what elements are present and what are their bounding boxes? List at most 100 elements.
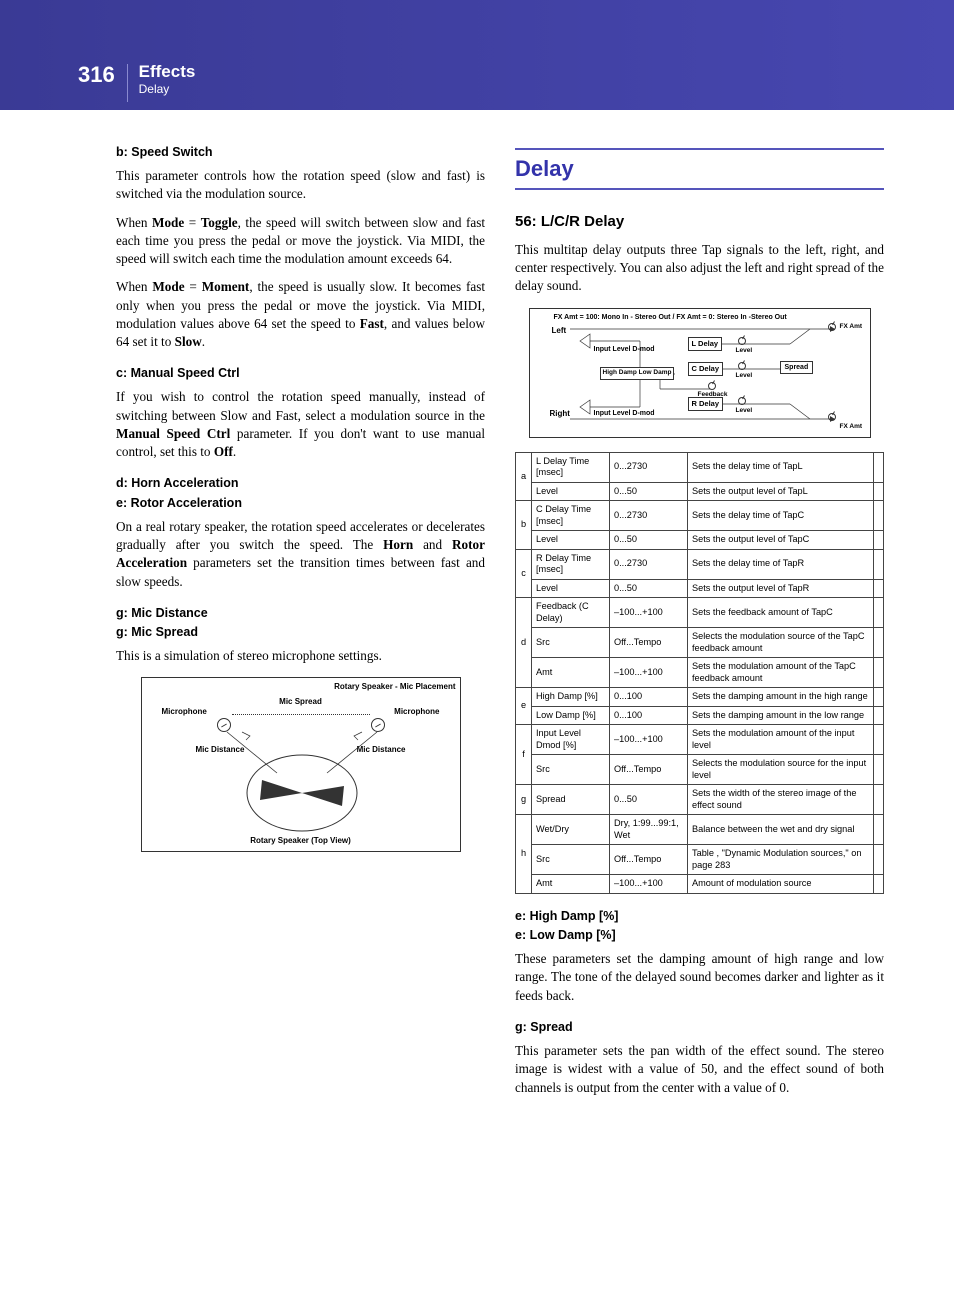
param-name-cell: Level [532, 579, 610, 598]
diagram-lcr-delay: FX Amt = 100: Mono In - Stereo Out / FX … [529, 308, 871, 438]
parameter-table: aL Delay Time [msec]0...2730Sets the del… [515, 452, 884, 894]
para-mode-toggle: When Mode = Toggle, the speed will switc… [116, 214, 485, 269]
table-row: Level0...50Sets the output level of TapC [516, 531, 884, 550]
table-row: eHigh Damp [%]0...100Sets the damping am… [516, 688, 884, 707]
param-desc-cell: Sets the damping amount in the low range [688, 706, 874, 725]
group-cell: h [516, 815, 532, 894]
param-range-cell: 0...50 [610, 482, 688, 501]
knob-fxamt-top [828, 323, 836, 331]
group-cell: c [516, 549, 532, 598]
param-extra-cell [874, 688, 884, 707]
param-extra-cell [874, 725, 884, 755]
heading-speed-switch: b: Speed Switch [116, 144, 485, 161]
group-cell: a [516, 452, 532, 501]
para-acceleration: On a real rotary speaker, the rotation s… [116, 518, 485, 591]
label-c-level: Level [736, 372, 753, 381]
param-desc-cell: Amount of modulation source [688, 875, 874, 894]
box-highdamp-lowdamp: High Damp Low Damp [600, 367, 675, 380]
content-area: b: Speed Switch This parameter controls … [0, 110, 954, 1147]
param-range-cell: –100...+100 [610, 875, 688, 894]
param-desc-cell: Sets the output level of TapL [688, 482, 874, 501]
table-row: Amt–100...+100Sets the modulation amount… [516, 658, 884, 688]
param-range-cell: 0...2730 [610, 549, 688, 579]
param-name-cell: Src [532, 755, 610, 785]
text-bold: Slow [175, 334, 202, 349]
table-row: Level0...50Sets the output level of TapR [516, 579, 884, 598]
param-desc-cell: Sets the delay time of TapL [688, 452, 874, 482]
param-range-cell: 0...50 [610, 579, 688, 598]
label-rotary-bottom: Rotary Speaker (Top View) [142, 835, 460, 846]
rotary-speaker-svg [142, 678, 462, 853]
text-bold: Toggle [201, 215, 238, 230]
text: When [116, 215, 152, 230]
heading-high-damp: e: High Damp [%] [515, 908, 884, 925]
page-number: 316 [78, 62, 115, 88]
param-desc-cell: Sets the output level of TapC [688, 531, 874, 550]
param-range-cell: 0...100 [610, 688, 688, 707]
table-row: fInput Level Dmod [%]–100...+100Sets the… [516, 725, 884, 755]
param-name-cell: Level [532, 482, 610, 501]
param-range-cell: 0...100 [610, 706, 688, 725]
box-ldelay: L Delay [688, 337, 723, 351]
box-cdelay: C Delay [688, 362, 724, 376]
label-ildmod-1: Input Level D-mod [594, 345, 655, 355]
text-bold: Off [214, 444, 233, 459]
param-name-cell: Amt [532, 658, 610, 688]
param-range-cell: –100...+100 [610, 598, 688, 628]
param-name-cell: Src [532, 845, 610, 875]
knob-fxamt-bot [828, 413, 836, 421]
heading-mic-spread: g: Mic Spread [116, 624, 485, 641]
label-fxamt-2: FX Amt [840, 423, 863, 432]
param-desc-cell: Selects the modulation source for the in… [688, 755, 874, 785]
param-extra-cell [874, 815, 884, 845]
group-cell: g [516, 785, 532, 815]
param-name-cell: Input Level Dmod [%] [532, 725, 610, 755]
header-subtitle: Delay [139, 82, 196, 96]
group-cell: f [516, 725, 532, 785]
text-bold: Horn [383, 537, 413, 552]
param-range-cell: –100...+100 [610, 725, 688, 755]
param-extra-cell [874, 501, 884, 531]
text-bold: Moment [202, 279, 250, 294]
heading-horn-accel: d: Horn Acceleration [116, 475, 485, 492]
param-desc-cell: Sets the width of the stereo image of th… [688, 785, 874, 815]
table-row: aL Delay Time [msec]0...2730Sets the del… [516, 452, 884, 482]
label-r-level: Level [736, 407, 753, 416]
header-divider [127, 64, 128, 102]
param-extra-cell [874, 598, 884, 628]
param-extra-cell [874, 482, 884, 501]
table-row: SrcOff...TempoSelects the modulation sou… [516, 755, 884, 785]
param-extra-cell [874, 579, 884, 598]
param-extra-cell [874, 549, 884, 579]
label-l-level: Level [736, 347, 753, 356]
param-name-cell: Feedback (C Delay) [532, 598, 610, 628]
param-name-cell: Spread [532, 785, 610, 815]
label-ildmod-2: Input Level D-mod [594, 409, 655, 419]
knob-c-level [738, 362, 746, 370]
param-desc-cell: Sets the output level of TapR [688, 579, 874, 598]
param-desc-cell: Sets the delay time of TapR [688, 549, 874, 579]
text: When [116, 279, 152, 294]
group-cell: b [516, 501, 532, 550]
table-row: Low Damp [%]0...100Sets the damping amou… [516, 706, 884, 725]
param-range-cell: Off...Tempo [610, 845, 688, 875]
label-feedback: Feedback [698, 391, 728, 400]
param-extra-cell [874, 845, 884, 875]
param-extra-cell [874, 452, 884, 482]
para-manual-speed: If you wish to control the rotation spee… [116, 388, 485, 461]
table-row: cR Delay Time [msec]0...2730Sets the del… [516, 549, 884, 579]
box-spread: Spread [780, 361, 814, 375]
param-name-cell: Low Damp [%] [532, 706, 610, 725]
para-spread: This parameter sets the pan width of the… [515, 1042, 884, 1097]
table-row: Level0...50Sets the output level of TapL [516, 482, 884, 501]
page-number-block: 316 Effects Delay [78, 62, 195, 102]
text: . [202, 334, 205, 349]
knob-r-level [738, 397, 746, 405]
table-row: SrcOff...TempoTable , "Dynamic Modulatio… [516, 845, 884, 875]
param-name-cell: Src [532, 628, 610, 658]
para-damp: These parameters set the damping amount … [515, 950, 884, 1005]
label-fxamt-1: FX Amt [840, 323, 863, 332]
param-extra-cell [874, 706, 884, 725]
param-range-cell: 0...50 [610, 785, 688, 815]
heading-low-damp: e: Low Damp [%] [515, 927, 884, 944]
